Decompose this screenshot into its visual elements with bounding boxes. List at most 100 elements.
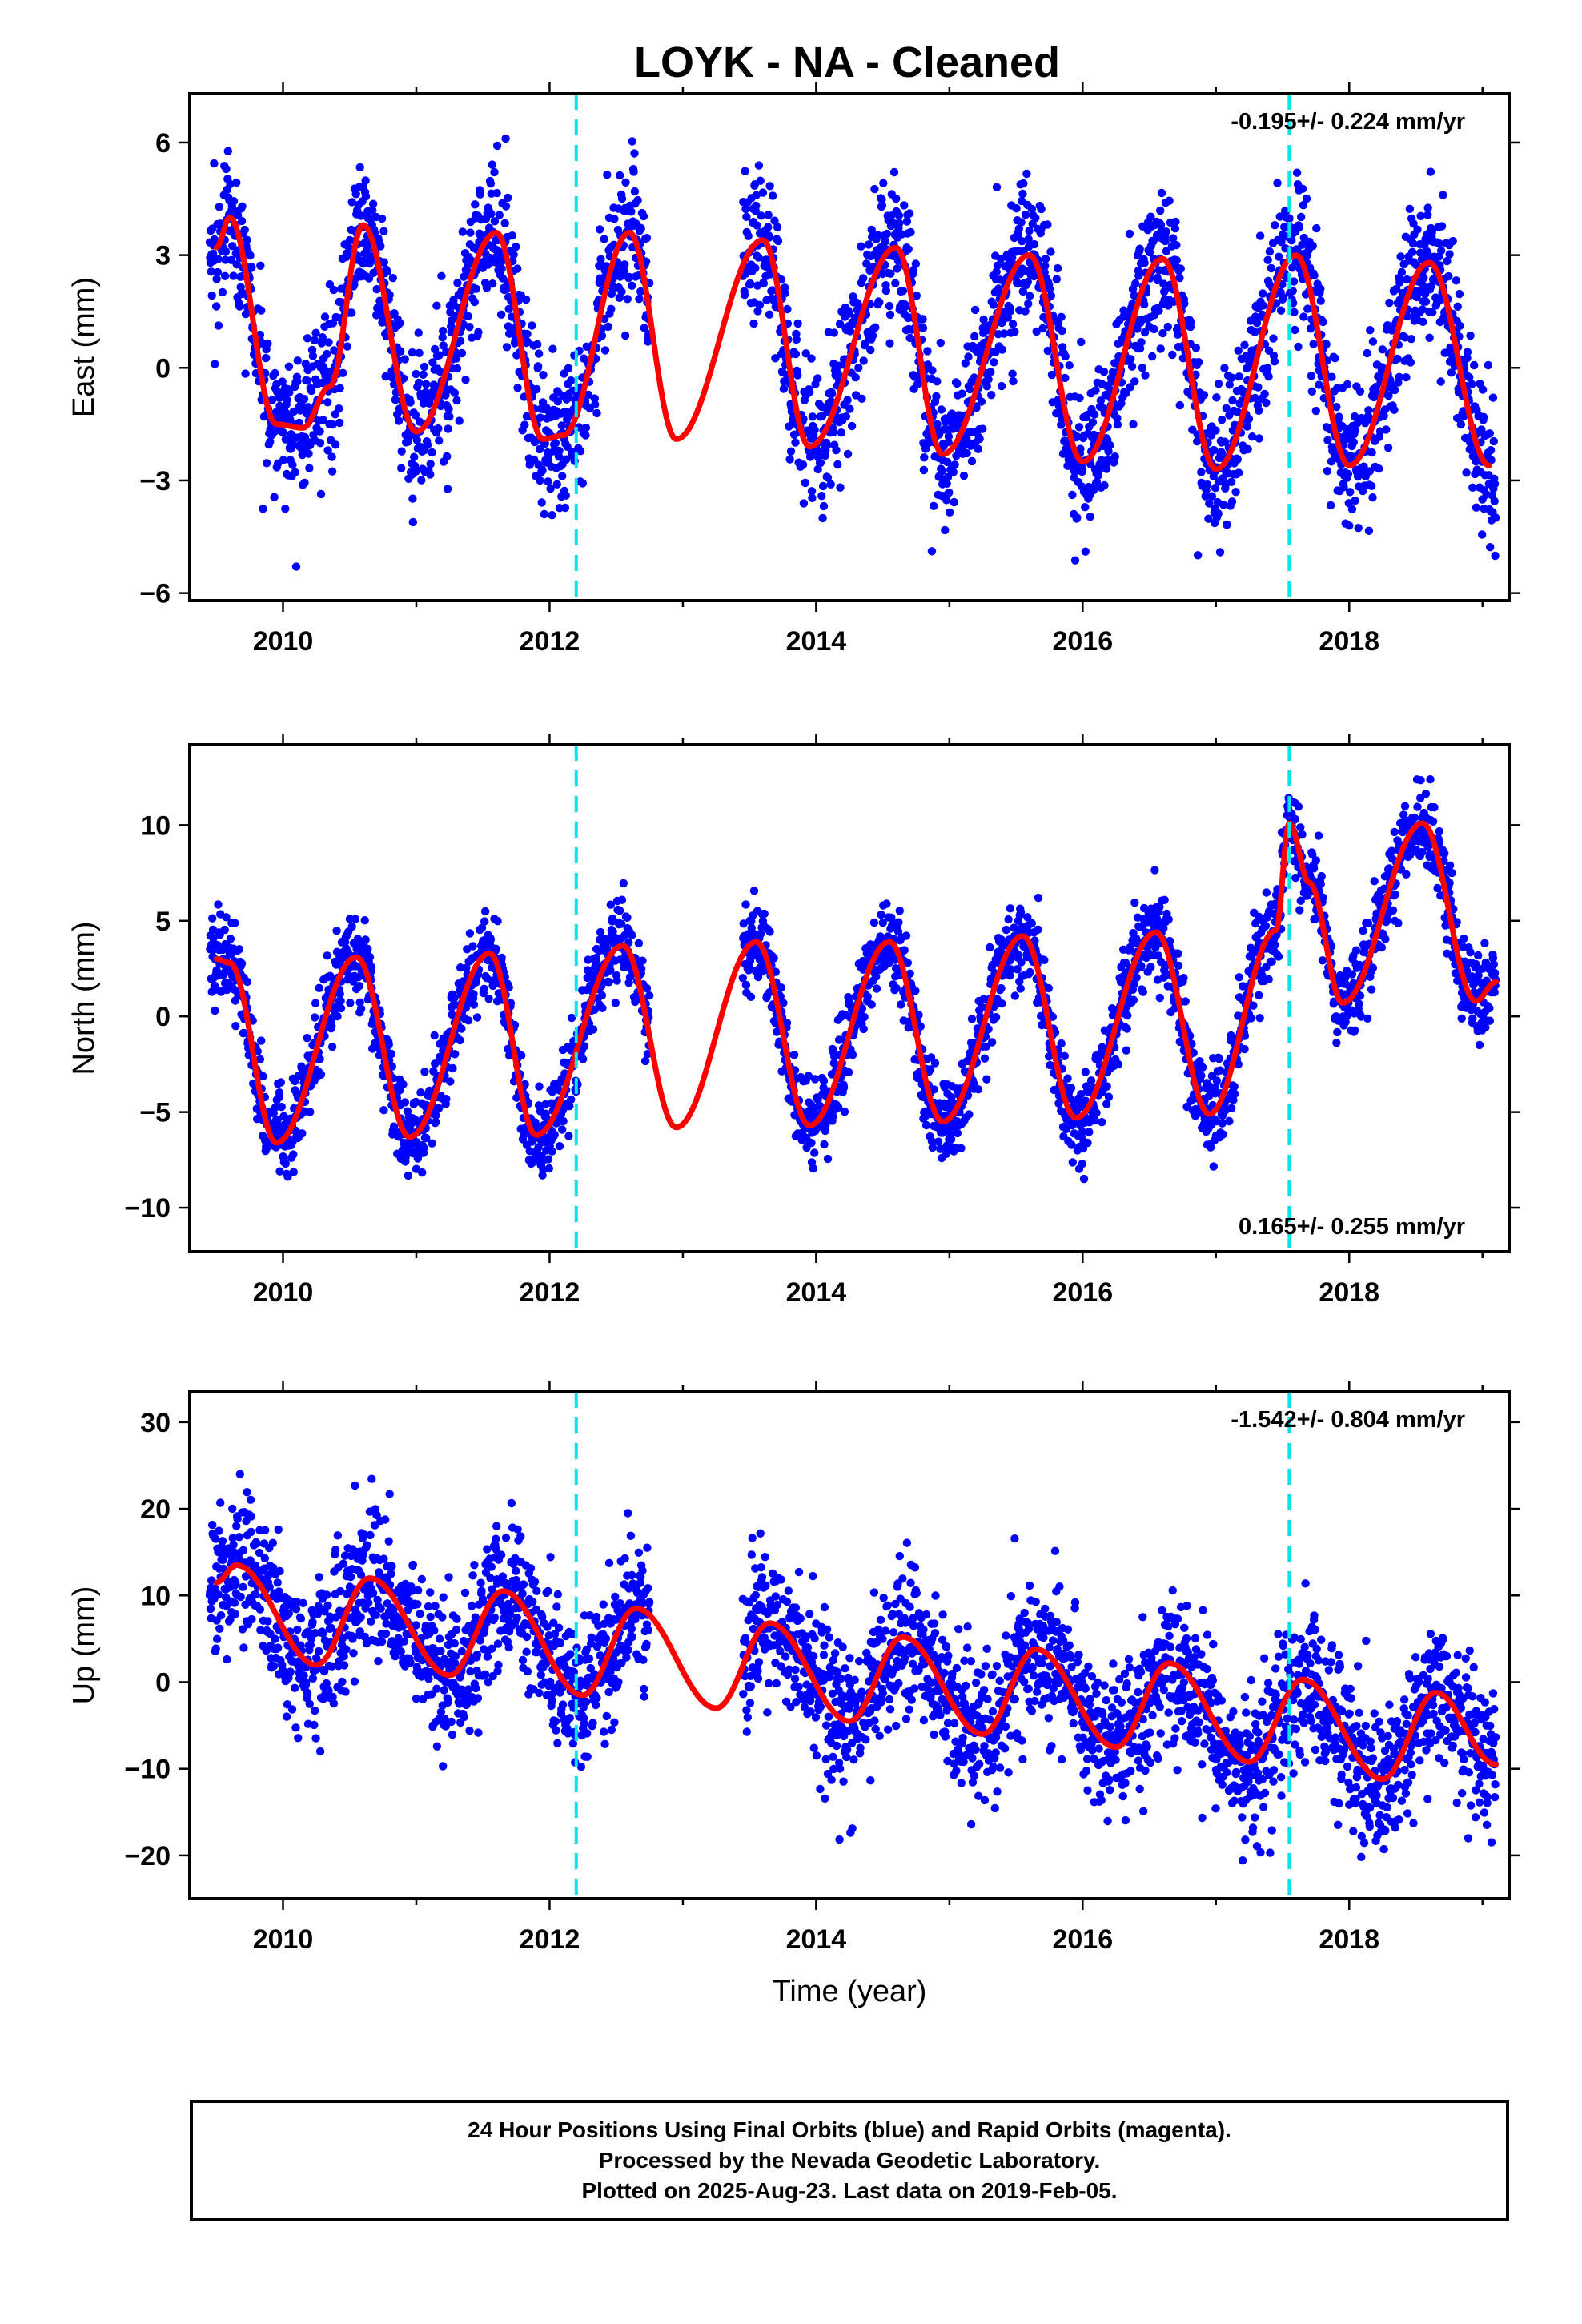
east-point bbox=[885, 301, 894, 311]
east-point bbox=[1041, 262, 1050, 271]
east-point bbox=[490, 217, 500, 226]
north-point bbox=[346, 999, 355, 1007]
north-point bbox=[327, 1021, 336, 1031]
east-point bbox=[283, 396, 291, 404]
north-point bbox=[335, 989, 344, 999]
east-point bbox=[438, 333, 447, 342]
east-point bbox=[1113, 420, 1122, 429]
east-point bbox=[368, 206, 377, 215]
north-point bbox=[333, 1011, 342, 1021]
east-point bbox=[564, 364, 573, 372]
east-point bbox=[1102, 464, 1111, 473]
east-point bbox=[753, 221, 761, 230]
east-point bbox=[596, 255, 605, 263]
east-point bbox=[756, 176, 765, 185]
east-point bbox=[1205, 499, 1214, 508]
east-point bbox=[1453, 302, 1462, 311]
east-point bbox=[1210, 445, 1219, 455]
east-point bbox=[428, 448, 436, 457]
east-point bbox=[1168, 350, 1177, 360]
east-point bbox=[600, 346, 610, 355]
north-point bbox=[596, 927, 605, 937]
east-point bbox=[214, 255, 223, 263]
east-point bbox=[383, 267, 392, 276]
east-point bbox=[1073, 513, 1082, 522]
east-point bbox=[1135, 344, 1145, 353]
north-point bbox=[544, 1164, 553, 1173]
east-point bbox=[457, 287, 466, 296]
east-point bbox=[576, 447, 585, 456]
east-point bbox=[1308, 241, 1317, 251]
east-point bbox=[1046, 292, 1056, 300]
north-point bbox=[472, 978, 480, 987]
north-point bbox=[435, 1104, 444, 1113]
east-point bbox=[946, 508, 954, 517]
east-point bbox=[893, 264, 901, 273]
east-point bbox=[397, 464, 406, 472]
north-point bbox=[592, 954, 600, 963]
north-point bbox=[311, 999, 320, 1007]
east-point bbox=[1391, 385, 1399, 395]
east-point bbox=[538, 466, 547, 475]
east-point bbox=[385, 291, 394, 300]
east-point bbox=[1309, 340, 1318, 348]
north-point bbox=[895, 907, 905, 915]
east-point bbox=[1343, 469, 1353, 479]
east-point bbox=[404, 436, 413, 444]
east-point bbox=[628, 137, 636, 146]
east-point bbox=[1094, 471, 1102, 480]
east-point bbox=[902, 217, 912, 226]
east-point bbox=[1351, 496, 1359, 505]
east-point bbox=[1255, 434, 1263, 443]
east-point bbox=[1176, 264, 1185, 273]
north-point bbox=[859, 1024, 868, 1034]
east-point bbox=[1030, 239, 1039, 249]
east-point bbox=[1024, 300, 1033, 308]
east-point bbox=[927, 547, 937, 556]
east-point bbox=[1406, 358, 1415, 367]
east-point bbox=[1022, 169, 1031, 179]
north-point bbox=[428, 1139, 436, 1148]
east-point bbox=[521, 295, 531, 304]
east-point bbox=[744, 231, 753, 240]
east-point bbox=[1364, 526, 1374, 535]
east-point bbox=[281, 505, 290, 513]
east-point bbox=[1488, 393, 1498, 402]
east-point bbox=[213, 267, 223, 277]
east-point bbox=[1057, 420, 1066, 429]
north-point bbox=[604, 978, 613, 987]
east-point bbox=[1227, 497, 1237, 506]
east-point bbox=[1440, 348, 1449, 357]
north-point bbox=[430, 1031, 439, 1040]
east-point bbox=[390, 309, 399, 318]
east-point bbox=[1223, 521, 1231, 529]
north-point bbox=[356, 1004, 366, 1013]
north-point bbox=[235, 945, 244, 954]
east-point bbox=[548, 511, 556, 520]
east-point bbox=[1012, 204, 1021, 213]
east-point bbox=[607, 304, 616, 313]
east-point bbox=[1484, 360, 1493, 370]
east-point bbox=[1010, 328, 1019, 336]
east-point bbox=[949, 468, 958, 476]
east-point bbox=[813, 374, 822, 383]
east-point bbox=[1220, 364, 1229, 372]
east-point bbox=[581, 423, 591, 432]
east-point bbox=[877, 201, 887, 210]
east-point bbox=[487, 209, 496, 219]
east-point bbox=[1106, 440, 1114, 450]
north-point bbox=[486, 935, 496, 944]
east-point bbox=[561, 491, 570, 500]
north-point bbox=[916, 1022, 926, 1031]
east-point bbox=[1018, 287, 1028, 296]
east-point bbox=[584, 390, 593, 400]
north-point bbox=[351, 915, 359, 923]
east-point bbox=[362, 246, 371, 255]
north-point bbox=[840, 1108, 849, 1116]
north-point bbox=[738, 974, 747, 983]
east-point bbox=[1046, 247, 1055, 256]
east-point bbox=[1269, 334, 1278, 343]
east-point bbox=[1260, 389, 1269, 399]
east-point bbox=[1021, 211, 1030, 219]
east-point bbox=[443, 485, 452, 493]
